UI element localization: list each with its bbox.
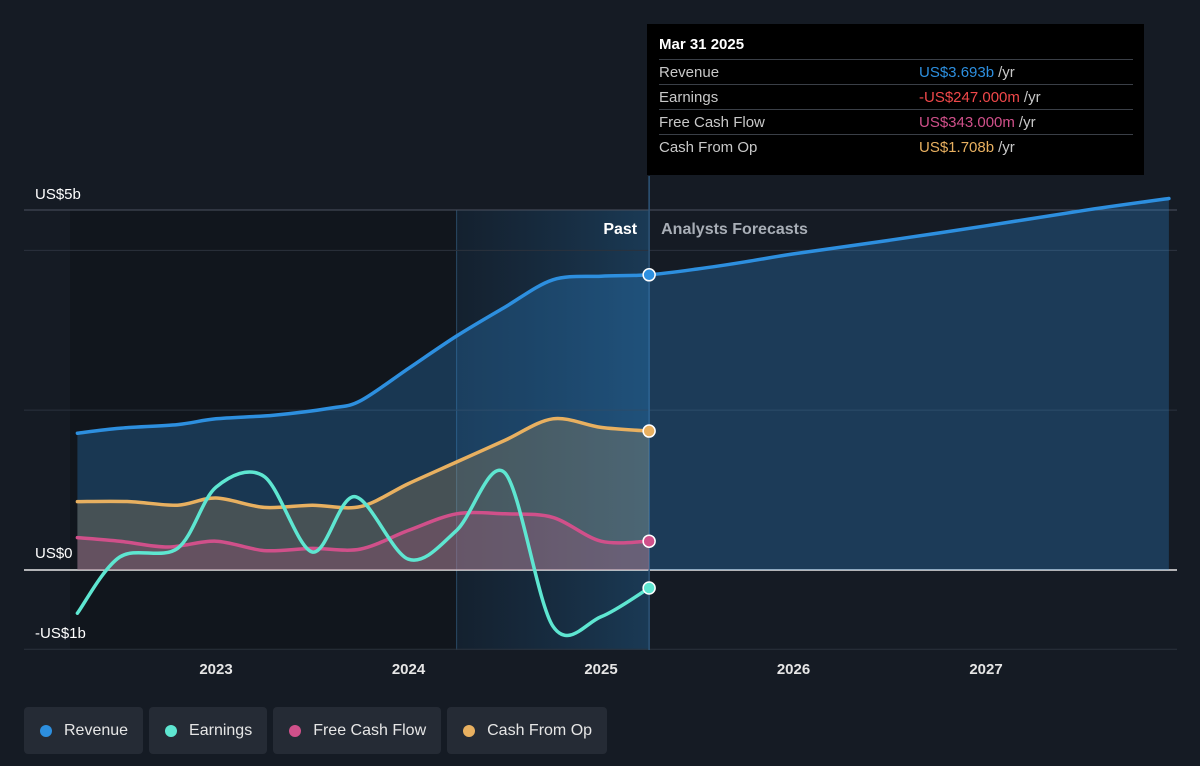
- x-tick-label: 2027: [969, 661, 1002, 678]
- tooltip-row-free-cash-flow: Free Cash Flow US$343.000m /yr: [659, 109, 1133, 134]
- legend-label: Revenue: [64, 721, 129, 739]
- tooltip-unit: /yr: [1023, 88, 1041, 106]
- tooltip-label: Cash From Op: [659, 138, 758, 156]
- legend-label: Earnings: [189, 721, 253, 739]
- legend-dot-icon: [40, 724, 52, 737]
- past-label: Past: [603, 221, 637, 238]
- tooltip-label: Earnings: [659, 88, 719, 106]
- legend-item-earnings[interactable]: Earnings: [149, 707, 268, 754]
- free-cash-flow-marker: [642, 534, 656, 548]
- legend-dot-icon: [165, 724, 178, 737]
- free-cash-flow-line: [75, 510, 651, 553]
- tooltip-value: US$1.708b: [919, 138, 995, 156]
- cash-from-op-line: [75, 416, 651, 510]
- cash-from-op-area: [77, 418, 650, 570]
- legend-item-cash-from-op[interactable]: Cash From Op: [447, 707, 608, 754]
- revenue-area: [77, 198, 1169, 570]
- tooltip-unit: /yr: [998, 138, 1015, 156]
- revenue-marker: [642, 268, 656, 282]
- tooltip: Mar 31 2025 Revenue US$3.693b /yr Earnin…: [647, 24, 1144, 175]
- y-axis-label: US$0: [35, 545, 73, 562]
- legend-label: Cash From Op: [487, 721, 593, 739]
- tooltip-unit: /yr: [1018, 113, 1036, 131]
- x-tick-label: 2024: [392, 661, 426, 678]
- tooltip-value: US$343.000m: [919, 113, 1015, 131]
- y-axis-label: US$5b: [35, 186, 81, 203]
- earnings-marker: [642, 581, 656, 595]
- x-tick-label: 2025: [584, 661, 617, 678]
- tooltip-label: Revenue: [659, 63, 720, 81]
- forecast-label: Analysts Forecasts: [661, 221, 808, 238]
- tooltip-date: Mar 31 2025: [659, 36, 745, 53]
- tooltip-value: -US$247.000m: [919, 88, 1020, 106]
- x-tick-label: 2023: [199, 661, 232, 678]
- revenue-line: [75, 196, 1171, 435]
- legend-item-free-cash-flow[interactable]: Free Cash Flow: [273, 707, 442, 754]
- legend-item-revenue[interactable]: Revenue: [24, 707, 144, 754]
- free-cash-flow-area: [77, 512, 650, 570]
- tooltip-unit: /yr: [998, 63, 1015, 81]
- tooltip-row-revenue: Revenue US$3.693b /yr: [659, 59, 1133, 84]
- y-axis-label: -US$1b: [35, 625, 86, 642]
- legend: Revenue Earnings Free Cash Flow Cash Fro…: [24, 707, 608, 754]
- tooltip-row-cash-from-op: Cash From Op US$1.708b /yr: [659, 134, 1133, 159]
- tooltip-row-earnings: Earnings -US$247.000m /yr: [659, 84, 1133, 109]
- x-tick-label: 2026: [777, 661, 810, 678]
- legend-dot-icon: [463, 724, 476, 737]
- legend-label: Free Cash Flow: [313, 721, 427, 739]
- tooltip-label: Free Cash Flow: [659, 113, 765, 131]
- cash-from-op-marker: [642, 424, 656, 438]
- earnings-line: [75, 468, 651, 638]
- tooltip-value: US$3.693b: [919, 63, 995, 81]
- legend-dot-icon: [289, 724, 302, 737]
